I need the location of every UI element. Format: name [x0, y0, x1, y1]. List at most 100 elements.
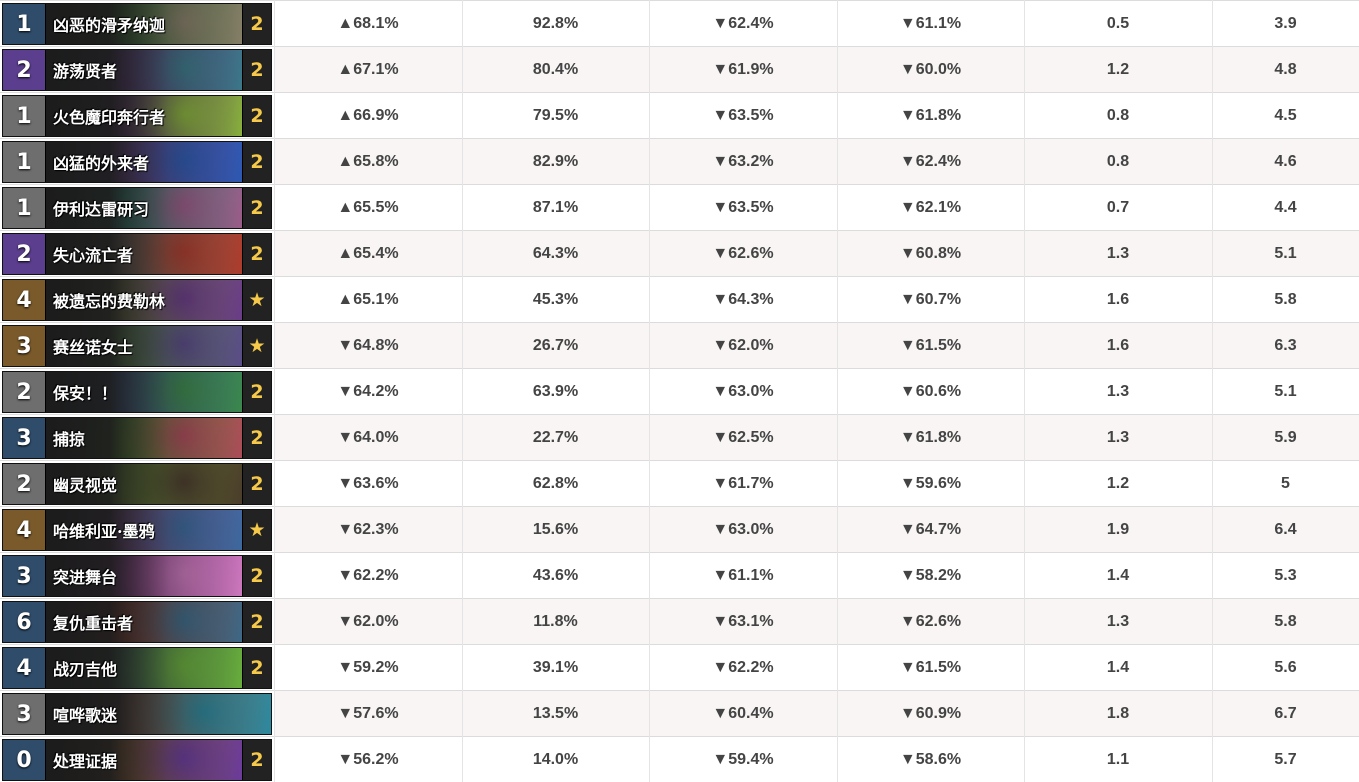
card-cell[interactable]: 4 被遗忘的费勒林 ★ [0, 277, 274, 323]
card-tile[interactable]: 0 处理证据 2 [2, 739, 272, 781]
card-cell[interactable]: 2 游荡贤者 2 [0, 47, 274, 93]
table-row[interactable]: 1 凶猛的外来者 2 ▲65.8% 82.9% ▼63.2% ▼62.4% 0.… [0, 139, 1359, 185]
card-tile[interactable]: 3 赛丝诺女士 ★ [2, 325, 272, 367]
card-tile[interactable]: 1 凶猛的外来者 2 [2, 141, 272, 183]
table-row[interactable]: 3 赛丝诺女士 ★ ▼64.8% 26.7% ▼62.0% ▼61.5% 1.6… [0, 323, 1359, 369]
stat-cell-4: ▼61.1% [837, 1, 1024, 47]
stat-cell-1: ▲65.4% [274, 231, 462, 277]
stat-cell-5: 1.4 [1024, 645, 1212, 691]
mana-cost-crystal: 3 [3, 418, 46, 458]
card-cell[interactable]: 1 凶猛的外来者 2 [0, 139, 274, 185]
card-count-badge: 2 [242, 648, 271, 688]
stat-cell-1: ▲65.5% [274, 185, 462, 231]
table-row[interactable]: 3 捕掠 2 ▼64.0% 22.7% ▼62.5% ▼61.8% 1.3 5.… [0, 415, 1359, 461]
stat-cell-1: ▼56.2% [274, 737, 462, 782]
table-row[interactable]: 6 复仇重击者 2 ▼62.0% 11.8% ▼63.1% ▼62.6% 1.3… [0, 599, 1359, 645]
stat-cell-1: ▼64.0% [274, 415, 462, 461]
stat-cell-1: ▼64.8% [274, 323, 462, 369]
card-name: 喧哗歌迷 [53, 694, 117, 734]
card-count-badge: 2 [242, 4, 271, 44]
card-cell[interactable]: 4 哈维利亚·墨鸦 ★ [0, 507, 274, 553]
card-name: 被遗忘的费勒林 [53, 280, 165, 320]
stat-cell-5: 1.3 [1024, 415, 1212, 461]
stat-cell-2: 14.0% [462, 737, 649, 782]
card-tile[interactable]: 2 失心流亡者 2 [2, 233, 272, 275]
stat-cell-5: 1.6 [1024, 323, 1212, 369]
stat-cell-3: ▼62.6% [649, 231, 837, 277]
stat-cell-2: 43.6% [462, 553, 649, 599]
card-cell[interactable]: 1 伊利达雷研习 2 [0, 185, 274, 231]
stat-cell-6: 5.7 [1212, 737, 1359, 782]
card-cell[interactable]: 2 幽灵视觉 2 [0, 461, 274, 507]
mana-cost-crystal: 2 [3, 464, 46, 504]
stat-cell-2: 15.6% [462, 507, 649, 553]
stat-cell-1: ▼63.6% [274, 461, 462, 507]
table-row[interactable]: 4 战刃吉他 2 ▼59.2% 39.1% ▼62.2% ▼61.5% 1.4 … [0, 645, 1359, 691]
card-tile[interactable]: 6 复仇重击者 2 [2, 601, 272, 643]
card-count-badge: ★ [242, 326, 271, 366]
stat-cell-2: 13.5% [462, 691, 649, 737]
table-row[interactable]: 1 伊利达雷研习 2 ▲65.5% 87.1% ▼63.5% ▼62.1% 0.… [0, 185, 1359, 231]
stat-cell-2: 45.3% [462, 277, 649, 323]
card-tile[interactable]: 4 战刃吉他 2 [2, 647, 272, 689]
mana-cost-crystal: 3 [3, 326, 46, 366]
stat-cell-3: ▼63.5% [649, 185, 837, 231]
card-tile[interactable]: 2 幽灵视觉 2 [2, 463, 272, 505]
mana-cost-crystal: 4 [3, 648, 46, 688]
mana-cost-crystal: 1 [3, 96, 46, 136]
card-tile[interactable]: 2 游荡贤者 2 [2, 49, 272, 91]
card-cell[interactable]: 3 赛丝诺女士 ★ [0, 323, 274, 369]
card-tile[interactable]: 3 突进舞台 2 [2, 555, 272, 597]
stat-cell-2: 22.7% [462, 415, 649, 461]
card-tile[interactable]: 4 被遗忘的费勒林 ★ [2, 279, 272, 321]
card-count-badge: 2 [242, 464, 271, 504]
card-cell[interactable]: 2 失心流亡者 2 [0, 231, 274, 277]
card-tile[interactable]: 2 保安！！ 2 [2, 371, 272, 413]
table-row[interactable]: 0 处理证据 2 ▼56.2% 14.0% ▼59.4% ▼58.6% 1.1 … [0, 737, 1359, 782]
stat-cell-6: 3.9 [1212, 1, 1359, 47]
table-row[interactable]: 2 游荡贤者 2 ▲67.1% 80.4% ▼61.9% ▼60.0% 1.2 … [0, 47, 1359, 93]
card-cell[interactable]: 3 喧哗歌迷 [0, 691, 274, 737]
card-cell[interactable]: 2 保安！！ 2 [0, 369, 274, 415]
stat-cell-4: ▼58.6% [837, 737, 1024, 782]
stat-cell-1: ▼62.2% [274, 553, 462, 599]
card-cell[interactable]: 0 处理证据 2 [0, 737, 274, 782]
mana-cost-crystal: 0 [3, 740, 46, 780]
stat-cell-6: 6.4 [1212, 507, 1359, 553]
stat-cell-3: ▼61.7% [649, 461, 837, 507]
card-tile[interactable]: 3 喧哗歌迷 [2, 693, 272, 735]
stat-cell-5: 1.2 [1024, 47, 1212, 93]
stat-cell-3: ▼62.5% [649, 415, 837, 461]
stat-cell-5: 1.3 [1024, 231, 1212, 277]
table-row[interactable]: 1 火色魔印奔行者 2 ▲66.9% 79.5% ▼63.5% ▼61.8% 0… [0, 93, 1359, 139]
card-cell[interactable]: 3 突进舞台 2 [0, 553, 274, 599]
card-count-badge: 2 [242, 50, 271, 90]
stat-cell-3: ▼60.4% [649, 691, 837, 737]
table-row[interactable]: 1 凶恶的滑矛纳迦 2 ▲68.1% 92.8% ▼62.4% ▼61.1% 0… [0, 1, 1359, 47]
card-tile[interactable]: 1 伊利达雷研习 2 [2, 187, 272, 229]
card-tile[interactable]: 4 哈维利亚·墨鸦 ★ [2, 509, 272, 551]
table-row[interactable]: 3 突进舞台 2 ▼62.2% 43.6% ▼61.1% ▼58.2% 1.4 … [0, 553, 1359, 599]
card-cell[interactable]: 6 复仇重击者 2 [0, 599, 274, 645]
stat-cell-1: ▼59.2% [274, 645, 462, 691]
table-row[interactable]: 4 被遗忘的费勒林 ★ ▲65.1% 45.3% ▼64.3% ▼60.7% 1… [0, 277, 1359, 323]
card-cell[interactable]: 1 凶恶的滑矛纳迦 2 [0, 1, 274, 47]
table-row[interactable]: 2 幽灵视觉 2 ▼63.6% 62.8% ▼61.7% ▼59.6% 1.2 … [0, 461, 1359, 507]
stat-cell-5: 1.1 [1024, 737, 1212, 782]
table-row[interactable]: 3 喧哗歌迷 ▼57.6% 13.5% ▼60.4% ▼60.9% 1.8 6.… [0, 691, 1359, 737]
card-cell[interactable]: 1 火色魔印奔行者 2 [0, 93, 274, 139]
card-tile[interactable]: 1 凶恶的滑矛纳迦 2 [2, 3, 272, 45]
table-row[interactable]: 2 失心流亡者 2 ▲65.4% 64.3% ▼62.6% ▼60.8% 1.3… [0, 231, 1359, 277]
table-row[interactable]: 2 保安！！ 2 ▼64.2% 63.9% ▼63.0% ▼60.6% 1.3 … [0, 369, 1359, 415]
card-cell[interactable]: 4 战刃吉他 2 [0, 645, 274, 691]
card-tile[interactable]: 1 火色魔印奔行者 2 [2, 95, 272, 137]
stat-cell-6: 5.1 [1212, 369, 1359, 415]
stat-cell-4: ▼62.1% [837, 185, 1024, 231]
stat-cell-2: 62.8% [462, 461, 649, 507]
card-cell[interactable]: 3 捕掠 2 [0, 415, 274, 461]
card-tile[interactable]: 3 捕掠 2 [2, 417, 272, 459]
stat-cell-3: ▼59.4% [649, 737, 837, 782]
table-row[interactable]: 4 哈维利亚·墨鸦 ★ ▼62.3% 15.6% ▼63.0% ▼64.7% 1… [0, 507, 1359, 553]
card-name: 火色魔印奔行者 [53, 96, 165, 136]
